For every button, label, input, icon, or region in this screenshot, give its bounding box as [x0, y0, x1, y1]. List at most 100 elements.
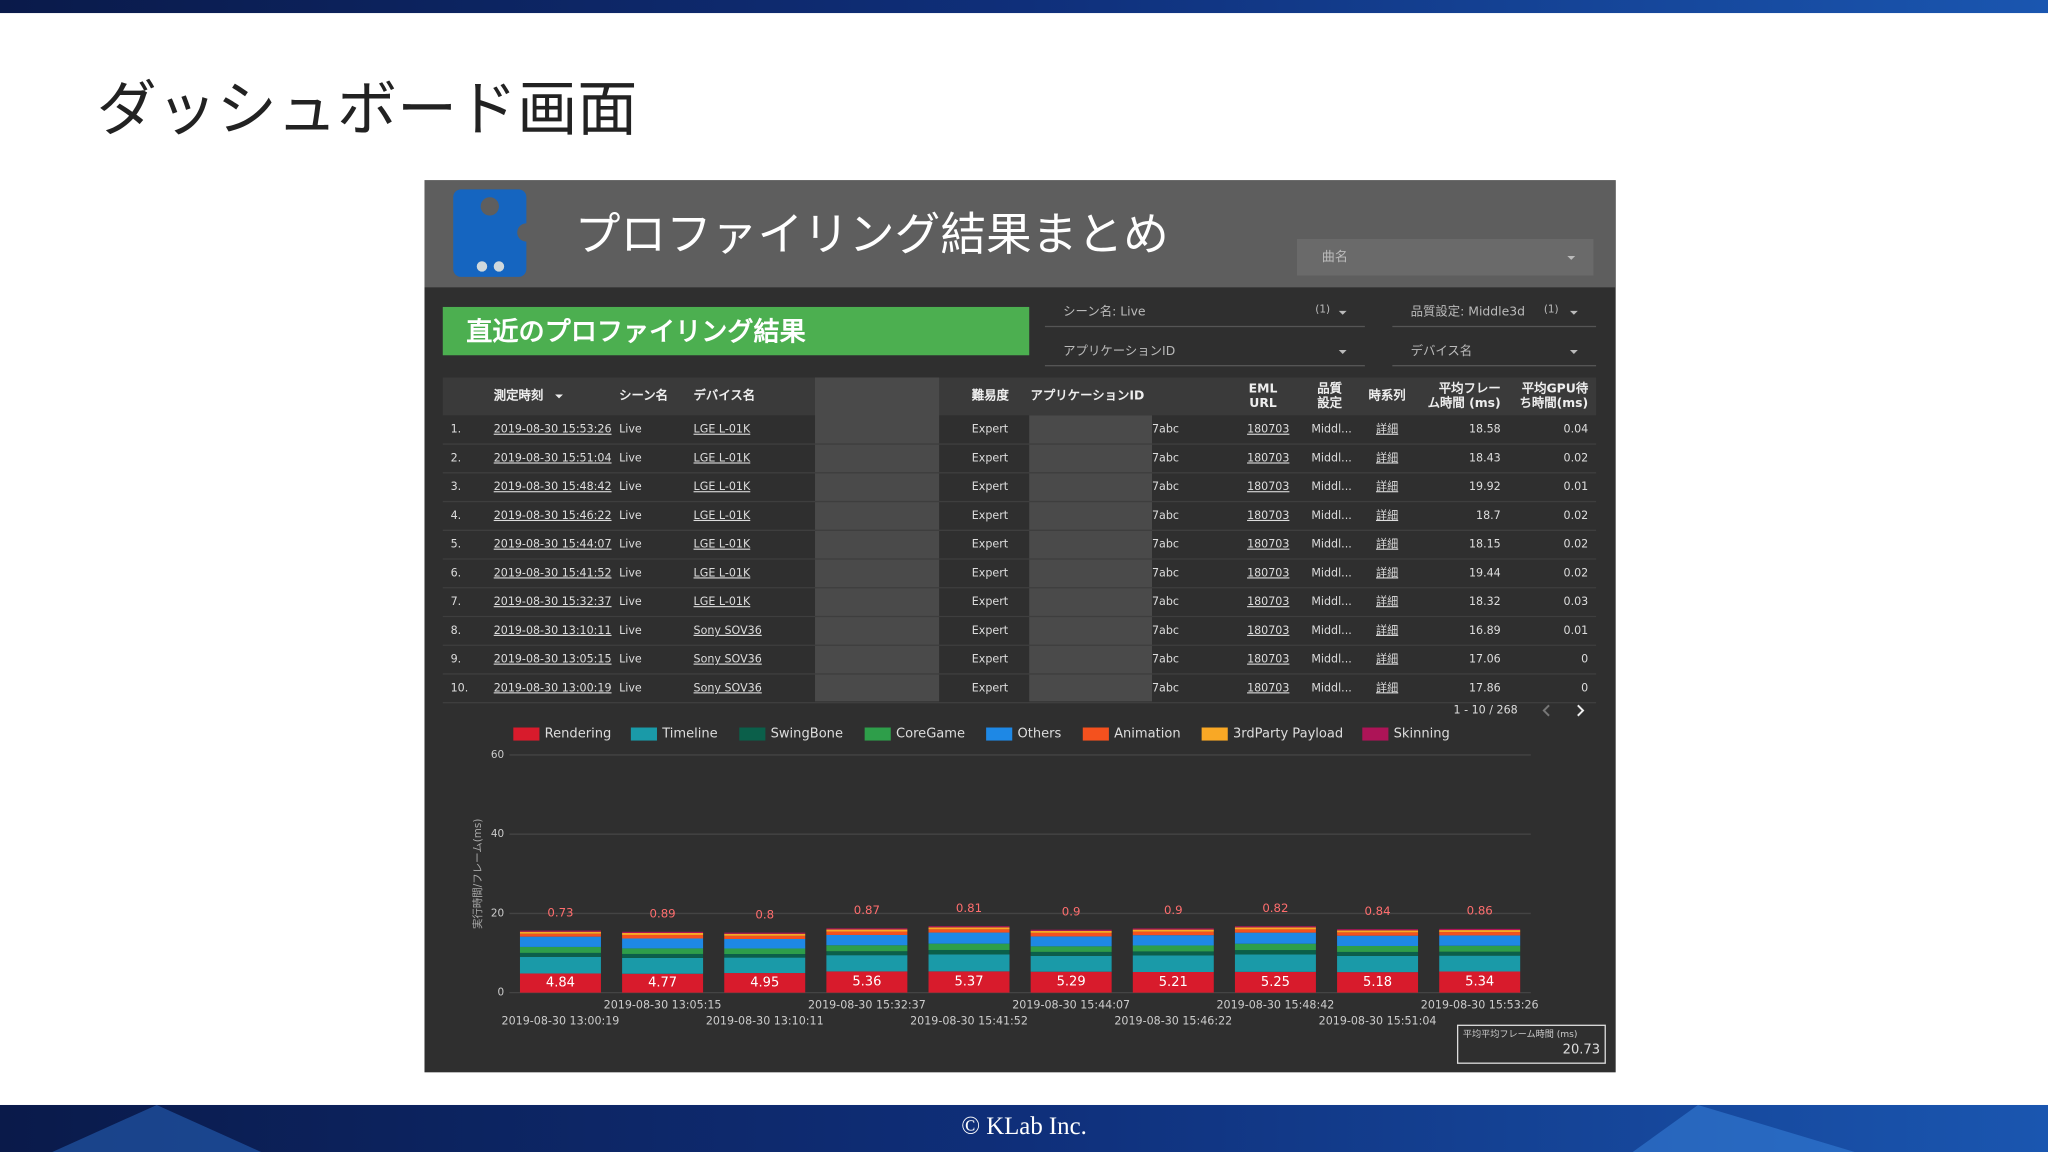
table-cell[interactable]: LGE L-01K — [694, 509, 751, 522]
bar-segment — [519, 930, 601, 932]
x-tick-label: 2019-08-30 15:48:42 — [1217, 999, 1335, 1012]
filter-label: デバイス名 — [1411, 343, 1473, 358]
bar-segment — [1132, 931, 1214, 936]
table-cell: Live — [619, 595, 642, 608]
filter-arrow[interactable] — [1569, 350, 1578, 354]
table-cell: Expert — [972, 423, 1009, 436]
table-cell[interactable]: 2019-08-30 15:53:26 — [494, 423, 612, 436]
table-cell: Middl... — [1311, 653, 1351, 666]
data-label: 5.37 — [954, 975, 983, 990]
slide-title: ダッシュボード画面 — [97, 75, 638, 145]
table-cell[interactable]: 2019-08-30 15:51:04 — [494, 451, 612, 464]
bar-segment — [1030, 932, 1112, 937]
column-header: ち時間(ms) — [1519, 395, 1588, 410]
data-label: 0.81 — [956, 901, 982, 915]
table-cell[interactable]: 詳細 — [1376, 623, 1398, 637]
table-cell[interactable]: 180703 — [1247, 653, 1289, 666]
table-cell[interactable]: LGE L-01K — [694, 480, 751, 493]
table-cell[interactable]: 詳細 — [1376, 422, 1398, 436]
bar-segment — [1439, 932, 1521, 936]
bar-segment — [1234, 926, 1316, 928]
bar-segment — [1030, 971, 1112, 993]
filter-arrow[interactable] — [1569, 310, 1578, 315]
table-cell[interactable]: 詳細 — [1376, 508, 1398, 522]
table-cell: 19.44 — [1469, 566, 1501, 579]
table-cell[interactable]: LGE L-01K — [694, 566, 751, 579]
table-cell[interactable]: 詳細 — [1376, 594, 1398, 608]
y-axis-label: 実行時間/フレーム(ms) — [471, 819, 484, 929]
bar-segment — [1337, 932, 1419, 936]
filter-count: (1) — [1544, 304, 1559, 316]
table-cell[interactable]: 2019-08-30 15:32:37 — [494, 595, 612, 608]
column-header: ム時間 (ms) — [1428, 395, 1501, 410]
bar-segment — [622, 973, 704, 993]
table-cell: Expert — [972, 566, 1009, 579]
table-cell[interactable]: LGE L-01K — [694, 538, 751, 551]
table-cell[interactable]: 180703 — [1247, 538, 1289, 551]
table-cell[interactable]: 詳細 — [1376, 680, 1398, 694]
table-cell: Expert — [972, 681, 1009, 694]
bar-segment — [622, 938, 704, 949]
x-tick-label: 2019-08-30 15:53:26 — [1421, 999, 1539, 1012]
table-cell[interactable]: Sony SOV36 — [694, 681, 762, 694]
filter-count: (1) — [1315, 304, 1330, 316]
table-cell[interactable]: Sony SOV36 — [694, 624, 762, 637]
legend-label: Timeline — [661, 727, 717, 742]
table-cell[interactable]: LGE L-01K — [694, 595, 751, 608]
bar-segment — [1234, 932, 1316, 944]
table-cell[interactable]: 詳細 — [1376, 565, 1398, 579]
table-cell: Live — [619, 653, 642, 666]
bar-segment — [622, 953, 704, 958]
data-label: 4.84 — [546, 976, 575, 991]
table-cell[interactable]: 180703 — [1247, 423, 1289, 436]
table-cell: 7abc — [1152, 681, 1179, 694]
filter-arrow[interactable] — [1338, 350, 1347, 354]
table-cell[interactable]: 180703 — [1247, 681, 1289, 694]
bar-segment — [724, 954, 806, 958]
table-cell[interactable]: 180703 — [1247, 566, 1289, 579]
table-cell: Live — [619, 451, 642, 464]
scorecard — [1456, 1024, 1606, 1064]
table-cell[interactable]: 詳細 — [1376, 479, 1398, 493]
table-cell[interactable]: 2019-08-30 13:05:15 — [494, 653, 612, 666]
table-cell[interactable]: 180703 — [1247, 595, 1289, 608]
table-cell: 0.02 — [1564, 509, 1589, 522]
prev-page[interactable] — [1542, 704, 1550, 717]
table-cell[interactable]: 180703 — [1247, 451, 1289, 464]
table-cell[interactable]: 詳細 — [1376, 450, 1398, 464]
legend-label: 3rdParty Payload — [1233, 727, 1343, 742]
table-cell[interactable]: 2019-08-30 15:44:07 — [494, 538, 612, 551]
table-cell: Middl... — [1311, 566, 1351, 579]
bar-segment — [519, 946, 601, 953]
bar-segment — [622, 934, 704, 939]
y-tick-label: 0 — [498, 987, 505, 999]
table-cell: 18.43 — [1469, 451, 1501, 464]
table-cell[interactable]: 180703 — [1247, 480, 1289, 493]
table-cell[interactable]: 180703 — [1247, 509, 1289, 522]
table-cell[interactable]: Sony SOV36 — [694, 653, 762, 666]
legend-swatch — [986, 727, 1013, 741]
table-cell[interactable]: LGE L-01K — [694, 451, 751, 464]
table-cell[interactable]: 2019-08-30 15:48:42 — [494, 480, 612, 493]
bar-segment — [1439, 951, 1521, 956]
bar-segment — [826, 931, 908, 935]
bar-segment — [928, 929, 1010, 933]
table-cell[interactable]: 2019-08-30 13:10:11 — [494, 624, 612, 637]
filter-arrow[interactable] — [1338, 310, 1347, 315]
bar-segment — [928, 932, 1010, 944]
table-cell[interactable]: 2019-08-30 15:41:52 — [494, 566, 612, 579]
table-cell: 7abc — [1152, 538, 1179, 551]
table-cell[interactable]: 詳細 — [1376, 537, 1398, 551]
bar-segment — [1030, 929, 1112, 931]
bar-segment — [1439, 935, 1521, 946]
table-cell: Live — [619, 480, 642, 493]
song-dropdown[interactable] — [1296, 239, 1594, 276]
table-cell[interactable]: 180703 — [1247, 624, 1289, 637]
table-cell[interactable]: 2019-08-30 15:46:22 — [494, 509, 612, 522]
table-cell[interactable]: 2019-08-30 13:00:19 — [494, 681, 612, 694]
table-cell[interactable]: LGE L-01K — [694, 423, 751, 436]
bar-segment — [826, 951, 908, 956]
next-page[interactable] — [1577, 704, 1585, 717]
table-cell[interactable]: 詳細 — [1376, 652, 1398, 666]
scorecard-label: 平均平均フレーム時間 (ms) — [1463, 1028, 1578, 1040]
